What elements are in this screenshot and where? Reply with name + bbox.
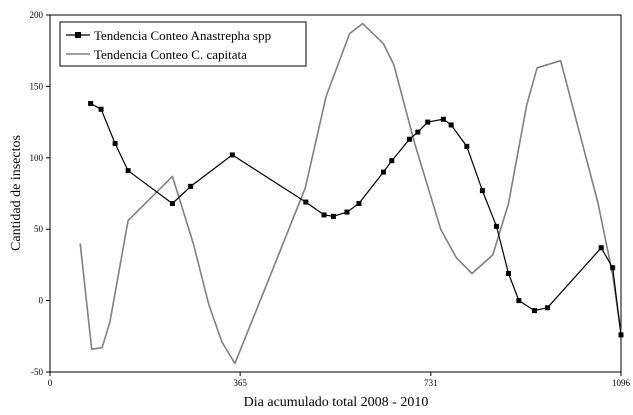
x-tick-label: 731 — [424, 378, 438, 388]
data-point-anastrepha — [303, 199, 309, 205]
data-point-anastrepha — [505, 270, 511, 276]
data-point-anastrepha — [229, 152, 235, 158]
y-tick-label: 150 — [30, 81, 44, 91]
x-tick-label: 0 — [48, 378, 53, 388]
data-point-anastrepha — [406, 136, 412, 142]
y-tick-label: 200 — [30, 10, 44, 20]
data-point-anastrepha — [188, 183, 194, 189]
legend: Tendencia Conteo Anastrepha spp Tendenci… — [59, 21, 307, 67]
data-point-anastrepha — [545, 305, 551, 311]
x-tick-label: 365 — [233, 378, 247, 388]
x-axis-title: Dia acumulado total 2008 - 2010 — [244, 395, 429, 410]
y-tick-label: 50 — [34, 224, 44, 234]
data-point-anastrepha — [415, 129, 421, 135]
data-point-anastrepha — [516, 298, 522, 304]
data-point-anastrepha — [330, 213, 336, 219]
legend-marker-anastrepha — [75, 32, 81, 38]
legend-label-capitata: Tendencia Conteo C. capitata — [94, 47, 247, 62]
y-axis-ticks: -50 0 50 100 150 200 — [30, 10, 50, 377]
y-axis-title: Cantidad de insectos — [9, 135, 24, 251]
data-point-anastrepha — [425, 119, 431, 125]
data-point-anastrepha — [356, 200, 362, 206]
data-point-anastrepha — [389, 158, 395, 164]
data-point-anastrepha — [169, 200, 175, 206]
data-point-anastrepha — [380, 169, 386, 175]
data-point-anastrepha — [532, 308, 538, 314]
legend-label-anastrepha: Tendencia Conteo Anastrepha spp — [94, 28, 271, 43]
data-point-anastrepha — [88, 101, 94, 107]
series-layer — [79, 22, 624, 365]
data-point-anastrepha — [440, 116, 446, 122]
legend-box — [59, 21, 307, 67]
y-tick-label: -50 — [31, 367, 43, 377]
x-tick-label: 1096 — [612, 378, 631, 388]
series-line-capitata — [79, 22, 622, 365]
y-tick-label: 0 — [39, 296, 44, 306]
data-point-anastrepha — [464, 143, 470, 149]
data-point-anastrepha — [344, 209, 350, 215]
plot-area — [49, 14, 622, 373]
data-point-anastrepha — [448, 122, 454, 128]
data-point-anastrepha — [321, 212, 327, 218]
data-point-anastrepha — [479, 188, 485, 194]
data-point-anastrepha — [112, 141, 118, 147]
data-point-anastrepha — [610, 265, 616, 271]
data-point-anastrepha — [618, 332, 624, 338]
y-tick-label: 100 — [30, 153, 44, 163]
x-axis-ticks: 0 365 731 1096 — [48, 372, 631, 388]
data-point-anastrepha — [598, 245, 604, 251]
data-point-anastrepha — [125, 168, 131, 174]
data-point-anastrepha — [98, 106, 104, 112]
data-point-anastrepha — [493, 223, 499, 229]
